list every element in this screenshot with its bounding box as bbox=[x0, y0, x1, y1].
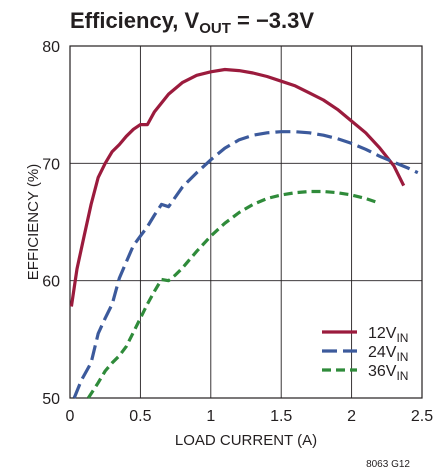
x-tick-label: 0 bbox=[66, 408, 75, 425]
x-axis-label: LOAD CURRENT (A) bbox=[175, 432, 317, 449]
y-tick-label: 60 bbox=[42, 274, 60, 291]
figure-code: 8063 G12 bbox=[366, 459, 410, 470]
y-tick-labels: 50 60 70 80 bbox=[42, 39, 60, 408]
series-line-36v bbox=[86, 189, 381, 399]
legend-label: 12VIN bbox=[368, 325, 408, 345]
plot-frame bbox=[69, 45, 423, 399]
grid bbox=[70, 46, 422, 398]
x-tick-label: 2.5 bbox=[411, 408, 433, 425]
chart-title: Efficiency, VOUT = −3.3V bbox=[70, 8, 314, 37]
chart-title-main: Efficiency, V bbox=[70, 8, 200, 33]
chart-title-sub: OUT bbox=[199, 20, 231, 37]
x-tick-label: 1 bbox=[206, 408, 215, 425]
series-line-24v bbox=[72, 130, 419, 399]
legend-label: 24VIN bbox=[368, 344, 408, 364]
y-tick-label: 50 bbox=[42, 391, 60, 408]
legend-label: 36VIN bbox=[368, 363, 408, 383]
series-lines bbox=[69, 67, 419, 399]
y-tick-label: 80 bbox=[42, 39, 60, 56]
y-axis-label: EFFICIENCY (%) bbox=[25, 164, 42, 280]
x-tick-label: 2 bbox=[347, 408, 356, 425]
series-line-12v bbox=[69, 67, 406, 307]
chart-title-rest: = −3.3V bbox=[231, 8, 315, 33]
y-tick-label: 70 bbox=[42, 156, 60, 173]
x-tick-labels: 0 0.5 1 1.5 2 2.5 bbox=[66, 408, 434, 425]
x-tick-label: 1.5 bbox=[270, 408, 292, 425]
x-tick-label: 0.5 bbox=[129, 408, 151, 425]
